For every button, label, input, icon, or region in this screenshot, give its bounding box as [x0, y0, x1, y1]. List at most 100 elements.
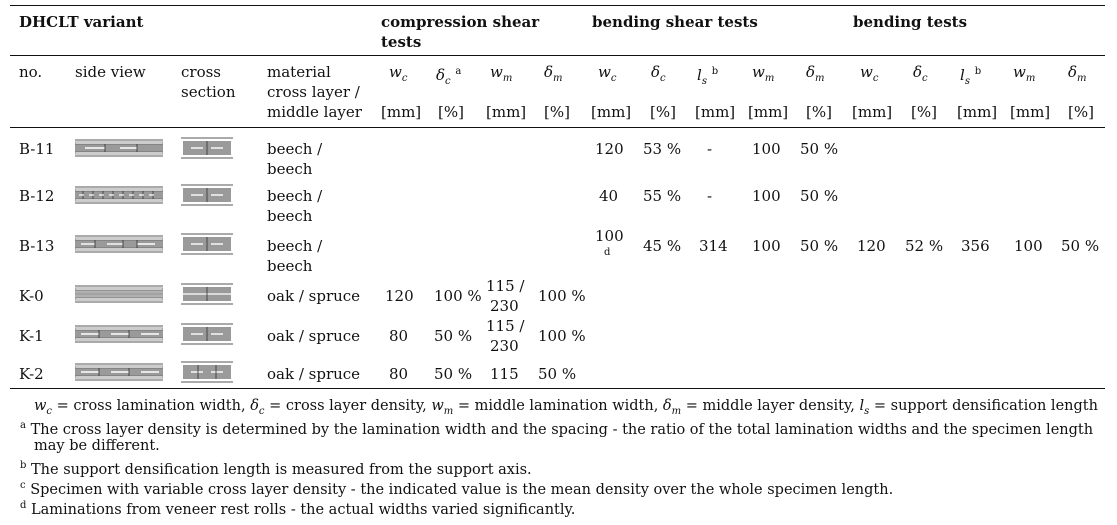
sym-b-dc: δc [913, 63, 928, 84]
group-bending: bending tests [853, 13, 968, 31]
row-k1-no: K-1 [19, 327, 44, 345]
row-b12-bs-wc: 40 [599, 187, 619, 205]
col-cross-section-1: cross [181, 63, 221, 81]
sym-bs-wc: wc [598, 63, 617, 84]
row-b13-b-wc: 120 [857, 237, 886, 255]
row-b12-mat1: beech / [267, 187, 323, 205]
row-k0-mat1: oak / spruce [267, 287, 361, 305]
row-k2-mat1: oak / spruce [267, 365, 361, 383]
side-view-icon [75, 235, 163, 253]
row-k0-cs-wm1: 115 / [486, 277, 525, 295]
unit-cs-dm: [%] [544, 103, 570, 121]
row-b13-no: B-13 [19, 237, 55, 255]
side-view-icon [75, 186, 163, 204]
side-view-icon [75, 325, 163, 343]
note-b-mark-2: b [974, 66, 982, 77]
row-b13-b-ls: 356 [961, 237, 990, 255]
row-b11-no: B-11 [19, 140, 55, 158]
group-compression-line2: tests [381, 33, 422, 51]
col-material-1: material [267, 63, 331, 81]
row-b13-b-wm: 100 [1014, 237, 1043, 255]
row-b13-bs-dc: 45 % [643, 237, 682, 255]
cross-section-icon [181, 323, 233, 345]
cross-section-icon [181, 137, 233, 159]
footnote-b: b The support densification length is me… [20, 460, 532, 478]
col-side-view: side view [75, 63, 146, 81]
unit-cs-wm: [mm] [486, 103, 527, 121]
note-b-mark: b [711, 66, 719, 77]
row-b13-bs-wm: 100 [752, 237, 781, 255]
row-b13-bs-wc-note: d [604, 247, 611, 258]
row-k2-cs-wm: 115 [490, 365, 519, 383]
sym-bs-wm: wm [752, 63, 775, 84]
row-k1-cs-dm: 100 % [538, 327, 586, 345]
footnote-legend: wc = cross lamination width, δc = cross … [34, 398, 1098, 417]
footnote-d: d Laminations from veneer rest rolls - t… [20, 500, 576, 518]
row-k1-cs-wm1: 115 / [486, 317, 525, 335]
row-b11-mat1: beech / [267, 140, 323, 158]
unit-bs-ls: [mm] [695, 103, 736, 121]
footnote-a-cont: may be different. [34, 438, 160, 454]
row-b11-bs-wm: 100 [752, 140, 781, 158]
row-k2-cs-wc: 80 [389, 365, 409, 383]
side-view-icon [75, 285, 163, 303]
row-b13-b-dc: 52 % [905, 237, 944, 255]
sym-b-ls: ls b [960, 66, 982, 87]
cross-section-icon [181, 283, 233, 305]
row-b12-bs-ls: - [707, 187, 713, 205]
sym-bs-ls: ls b [697, 66, 719, 87]
unit-bs-wm: [mm] [748, 103, 789, 121]
row-b13-bs-dm: 50 % [800, 237, 839, 255]
sym-cs-dm: δm [544, 63, 563, 84]
sym-cs-wm: wm [490, 63, 513, 84]
sym-b-dm: δm [1068, 63, 1087, 84]
unit-b-wm: [mm] [1010, 103, 1051, 121]
row-k0-cs-dm: 100 % [538, 287, 586, 305]
bottom-rule [10, 388, 1105, 390]
sym-cs-dc: δc a [436, 66, 462, 87]
unit-b-ls: [mm] [957, 103, 998, 121]
sym-cs-wc: wc [389, 63, 408, 84]
row-k0-cs-wm2: 230 [490, 297, 519, 315]
cross-section-icon [181, 184, 233, 206]
row-b11-bs-dc: 53 % [643, 140, 682, 158]
unit-bs-wc: [mm] [591, 103, 632, 121]
unit-b-wc: [mm] [852, 103, 893, 121]
col-material-3: middle layer [267, 103, 362, 121]
row-k0-no: K-0 [19, 287, 44, 305]
side-view-icon [75, 139, 163, 157]
row-k1-cs-wm2: 230 [490, 337, 519, 355]
row-b11-bs-ls: - [707, 140, 713, 158]
row-b12-bs-dm: 50 % [800, 187, 839, 205]
row-k1-cs-wc: 80 [389, 327, 409, 345]
row-k2-cs-dc: 50 % [434, 365, 473, 383]
unit-bs-dc: [%] [650, 103, 676, 121]
row-b12-mat2: beech [267, 207, 313, 225]
footnote-a: a The cross layer density is determined … [20, 420, 1094, 438]
row-b12-bs-wm: 100 [752, 187, 781, 205]
group-rule [10, 55, 1105, 56]
sym-bs-dc: δc [651, 63, 666, 84]
side-view-icon [75, 363, 163, 381]
sym-b-wc: wc [860, 63, 879, 84]
variant-heading: DHCLT variant [19, 13, 144, 31]
row-b11-bs-wc: 120 [595, 140, 624, 158]
row-k1-mat1: oak / spruce [267, 327, 361, 345]
row-b11-mat2: beech [267, 160, 313, 178]
group-compression-line1: compression shear [381, 13, 540, 31]
row-b13-bs-wc: 100 [595, 227, 624, 245]
group-bending-shear: bending shear tests [592, 13, 758, 31]
unit-cs-dc: [%] [438, 103, 464, 121]
col-material-2: cross layer / [267, 83, 360, 101]
cross-section-icon [181, 233, 233, 255]
cross-section-icon [181, 361, 233, 383]
col-no: no. [19, 63, 43, 81]
header-rule [10, 127, 1105, 128]
unit-b-dc: [%] [911, 103, 937, 121]
col-cross-section-2: section [181, 83, 236, 101]
unit-cs-wc: [mm] [381, 103, 422, 121]
unit-bs-dm: [%] [806, 103, 832, 121]
row-b11-bs-dm: 50 % [800, 140, 839, 158]
row-b12-bs-dc: 55 % [643, 187, 682, 205]
